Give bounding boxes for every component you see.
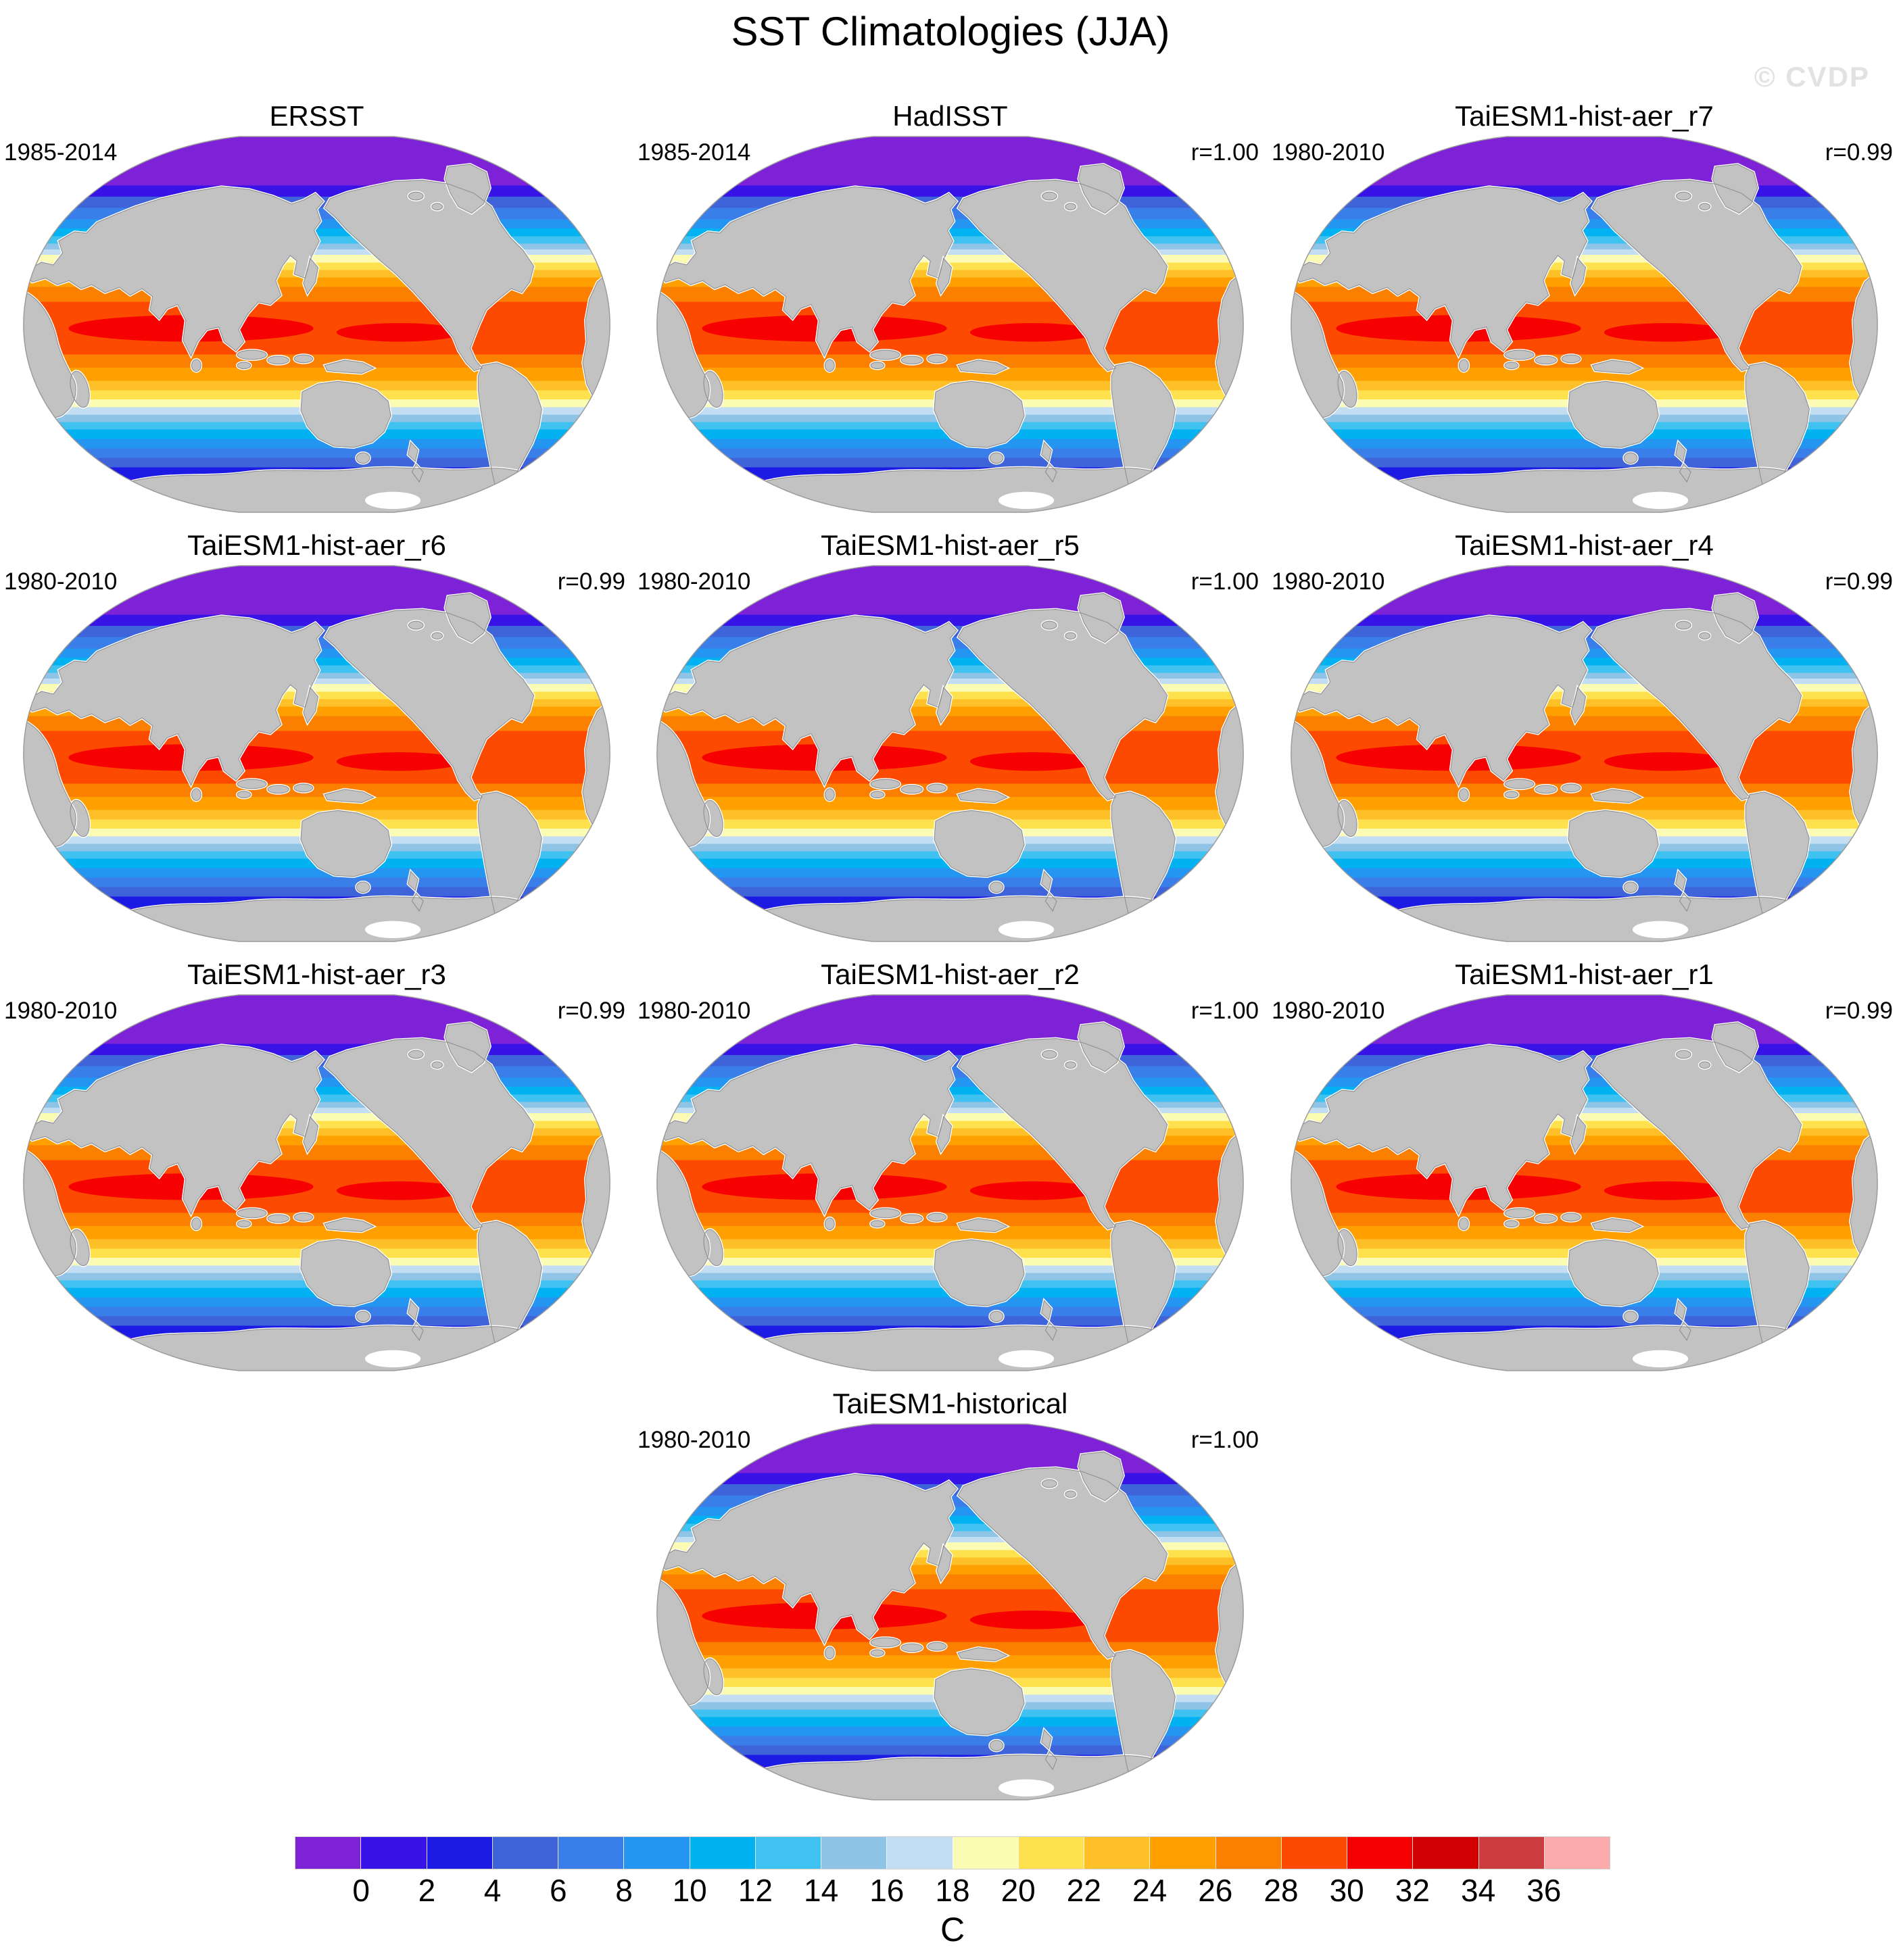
world-map-ersst — [19, 131, 615, 518]
colorbar-segment — [295, 1837, 362, 1869]
panel-title: TaiESM1-historical — [832, 1388, 1068, 1419]
r-value-label: r=1.00 — [1190, 998, 1259, 1024]
colorbar-tick-label: 0 — [352, 1873, 370, 1908]
panel-title: TaiESM1-hist-aer_r4 — [1455, 529, 1714, 561]
period-label: 1980-2010 — [1272, 139, 1385, 166]
colorbar-segment — [427, 1837, 493, 1869]
r-value-label: r=1.00 — [1190, 139, 1259, 166]
colorbar-segment — [1478, 1837, 1545, 1869]
colorbar-tick-label: 36 — [1526, 1873, 1562, 1908]
panel-title: HadISST — [892, 100, 1008, 132]
colorbar-segment — [1544, 1837, 1610, 1869]
panel-hadisst: HadISST 1985-2014 r=1.00 — [633, 100, 1267, 530]
colorbar-tick-label: 8 — [615, 1873, 633, 1908]
colorbar-tick-label: 14 — [804, 1873, 839, 1908]
colorbar-tick-label: 24 — [1132, 1873, 1168, 1908]
panel-title: ERSST — [269, 100, 364, 132]
world-map-r7 — [1286, 131, 1882, 518]
colorbar-tick-label: 20 — [1001, 1873, 1036, 1908]
colorbar-tick-label: 28 — [1264, 1873, 1299, 1908]
panel-taiesm1-hist-aer-r4: TaiESM1-hist-aer_r4 1980-2010 r=0.99 — [1268, 529, 1901, 959]
r-value-label: r=1.00 — [1190, 568, 1259, 595]
colorbar-tick-label: 12 — [738, 1873, 773, 1908]
panel-taiesm1-hist-aer-r1: TaiESM1-hist-aer_r1 1980-2010 r=0.99 — [1268, 958, 1901, 1388]
colorbar-segment — [1150, 1837, 1216, 1869]
world-map-historical — [652, 1419, 1248, 1805]
colorbar-segment — [1413, 1837, 1479, 1869]
world-map-r6 — [19, 560, 615, 947]
period-label: 1980-2010 — [4, 998, 118, 1024]
period-label: 1980-2010 — [637, 998, 751, 1024]
colorbar-segment — [1281, 1837, 1347, 1869]
r-value-label: r=0.99 — [557, 568, 625, 595]
period-label: 1980-2010 — [637, 568, 751, 595]
colorbar-tick-label: 16 — [869, 1873, 905, 1908]
colorbar-tick-label: 30 — [1329, 1873, 1364, 1908]
world-map-hadisst — [652, 131, 1248, 518]
panel-taiesm1-hist-aer-r3: TaiESM1-hist-aer_r3 1980-2010 r=0.99 — [0, 958, 633, 1388]
colorbar-segment — [1216, 1837, 1282, 1869]
colorbar-tick-label: 6 — [550, 1873, 567, 1908]
colorbar-segment — [624, 1837, 690, 1869]
r-value-label: r=0.99 — [557, 998, 625, 1024]
period-label: 1980-2010 — [1272, 998, 1385, 1024]
colorbar-segment — [690, 1837, 756, 1869]
panel-title: TaiESM1-hist-aer_r3 — [187, 958, 446, 990]
panel-title: TaiESM1-hist-aer_r2 — [821, 958, 1080, 990]
colorbar-tick-label: 4 — [483, 1873, 502, 1908]
panel-ersst: ERSST 1985-2014 — [0, 100, 633, 530]
panel-taiesm1-historical: TaiESM1-historical 1980-2010 r=1.00 — [633, 1388, 1267, 1817]
colorbar-tick-label: 22 — [1066, 1873, 1101, 1908]
colorbar-segment — [1084, 1837, 1151, 1869]
panel-title: TaiESM1-hist-aer_r5 — [821, 529, 1080, 561]
colorbar-segment — [558, 1837, 625, 1869]
world-map-r4 — [1286, 560, 1882, 947]
colorbar-segment — [361, 1837, 427, 1869]
period-label: 1980-2010 — [4, 568, 118, 595]
r-value-label: r=0.99 — [1825, 568, 1893, 595]
period-label: 1985-2014 — [4, 139, 118, 166]
panel-title: TaiESM1-hist-aer_r7 — [1455, 100, 1714, 132]
page-title: SST Climatologies (JJA) — [731, 9, 1170, 54]
panel-taiesm1-hist-aer-r5: TaiESM1-hist-aer_r5 1980-2010 r=1.00 — [633, 529, 1267, 959]
colorbar-ticks: 0 2 4 6 8 10 12 14 16 18 20 22 24 26 28 30 32 34 36 — [295, 1872, 1610, 1911]
colorbar-segment — [755, 1837, 821, 1869]
colorbar-segment — [887, 1837, 953, 1869]
world-map-r2 — [652, 989, 1248, 1376]
period-label: 1985-2014 — [637, 139, 751, 166]
world-map-r1 — [1286, 989, 1882, 1376]
panel-title: TaiESM1-hist-aer_r1 — [1455, 958, 1714, 990]
colorbar-segment — [1347, 1837, 1414, 1869]
world-map-r3 — [19, 989, 615, 1376]
colorbar-tick-label: 34 — [1461, 1873, 1496, 1908]
colorbar-segment — [821, 1837, 888, 1869]
colorbar-segment — [953, 1837, 1019, 1869]
panel-taiesm1-hist-aer-r6: TaiESM1-hist-aer_r6 1980-2010 r=0.99 — [0, 529, 633, 959]
panel-taiesm1-hist-aer-r7: TaiESM1-hist-aer_r7 1980-2010 r=0.99 — [1268, 100, 1901, 530]
colorbar-segment — [1018, 1837, 1084, 1869]
colorbar-tick-label: 32 — [1395, 1873, 1430, 1908]
cvdp-watermark: © CVDP — [1754, 61, 1870, 93]
colorbar-unit-label: C — [940, 1911, 965, 1949]
period-label: 1980-2010 — [1272, 568, 1385, 595]
period-label: 1980-2010 — [637, 1427, 751, 1453]
colorbar-tick-label: 2 — [418, 1873, 436, 1908]
r-value-label: r=1.00 — [1190, 1427, 1259, 1453]
colorbar-tick-label: 10 — [672, 1873, 707, 1908]
world-map-r5 — [652, 560, 1248, 947]
r-value-label: r=0.99 — [1825, 139, 1893, 166]
colorbar-tick-label: 18 — [935, 1873, 970, 1908]
panel-title: TaiESM1-hist-aer_r6 — [187, 529, 446, 561]
r-value-label: r=0.99 — [1825, 998, 1893, 1024]
colorbar — [295, 1836, 1610, 1869]
colorbar-tick-label: 26 — [1198, 1873, 1233, 1908]
colorbar-segment — [492, 1837, 558, 1869]
panel-taiesm1-hist-aer-r2: TaiESM1-hist-aer_r2 1980-2010 r=1.00 — [633, 958, 1267, 1388]
